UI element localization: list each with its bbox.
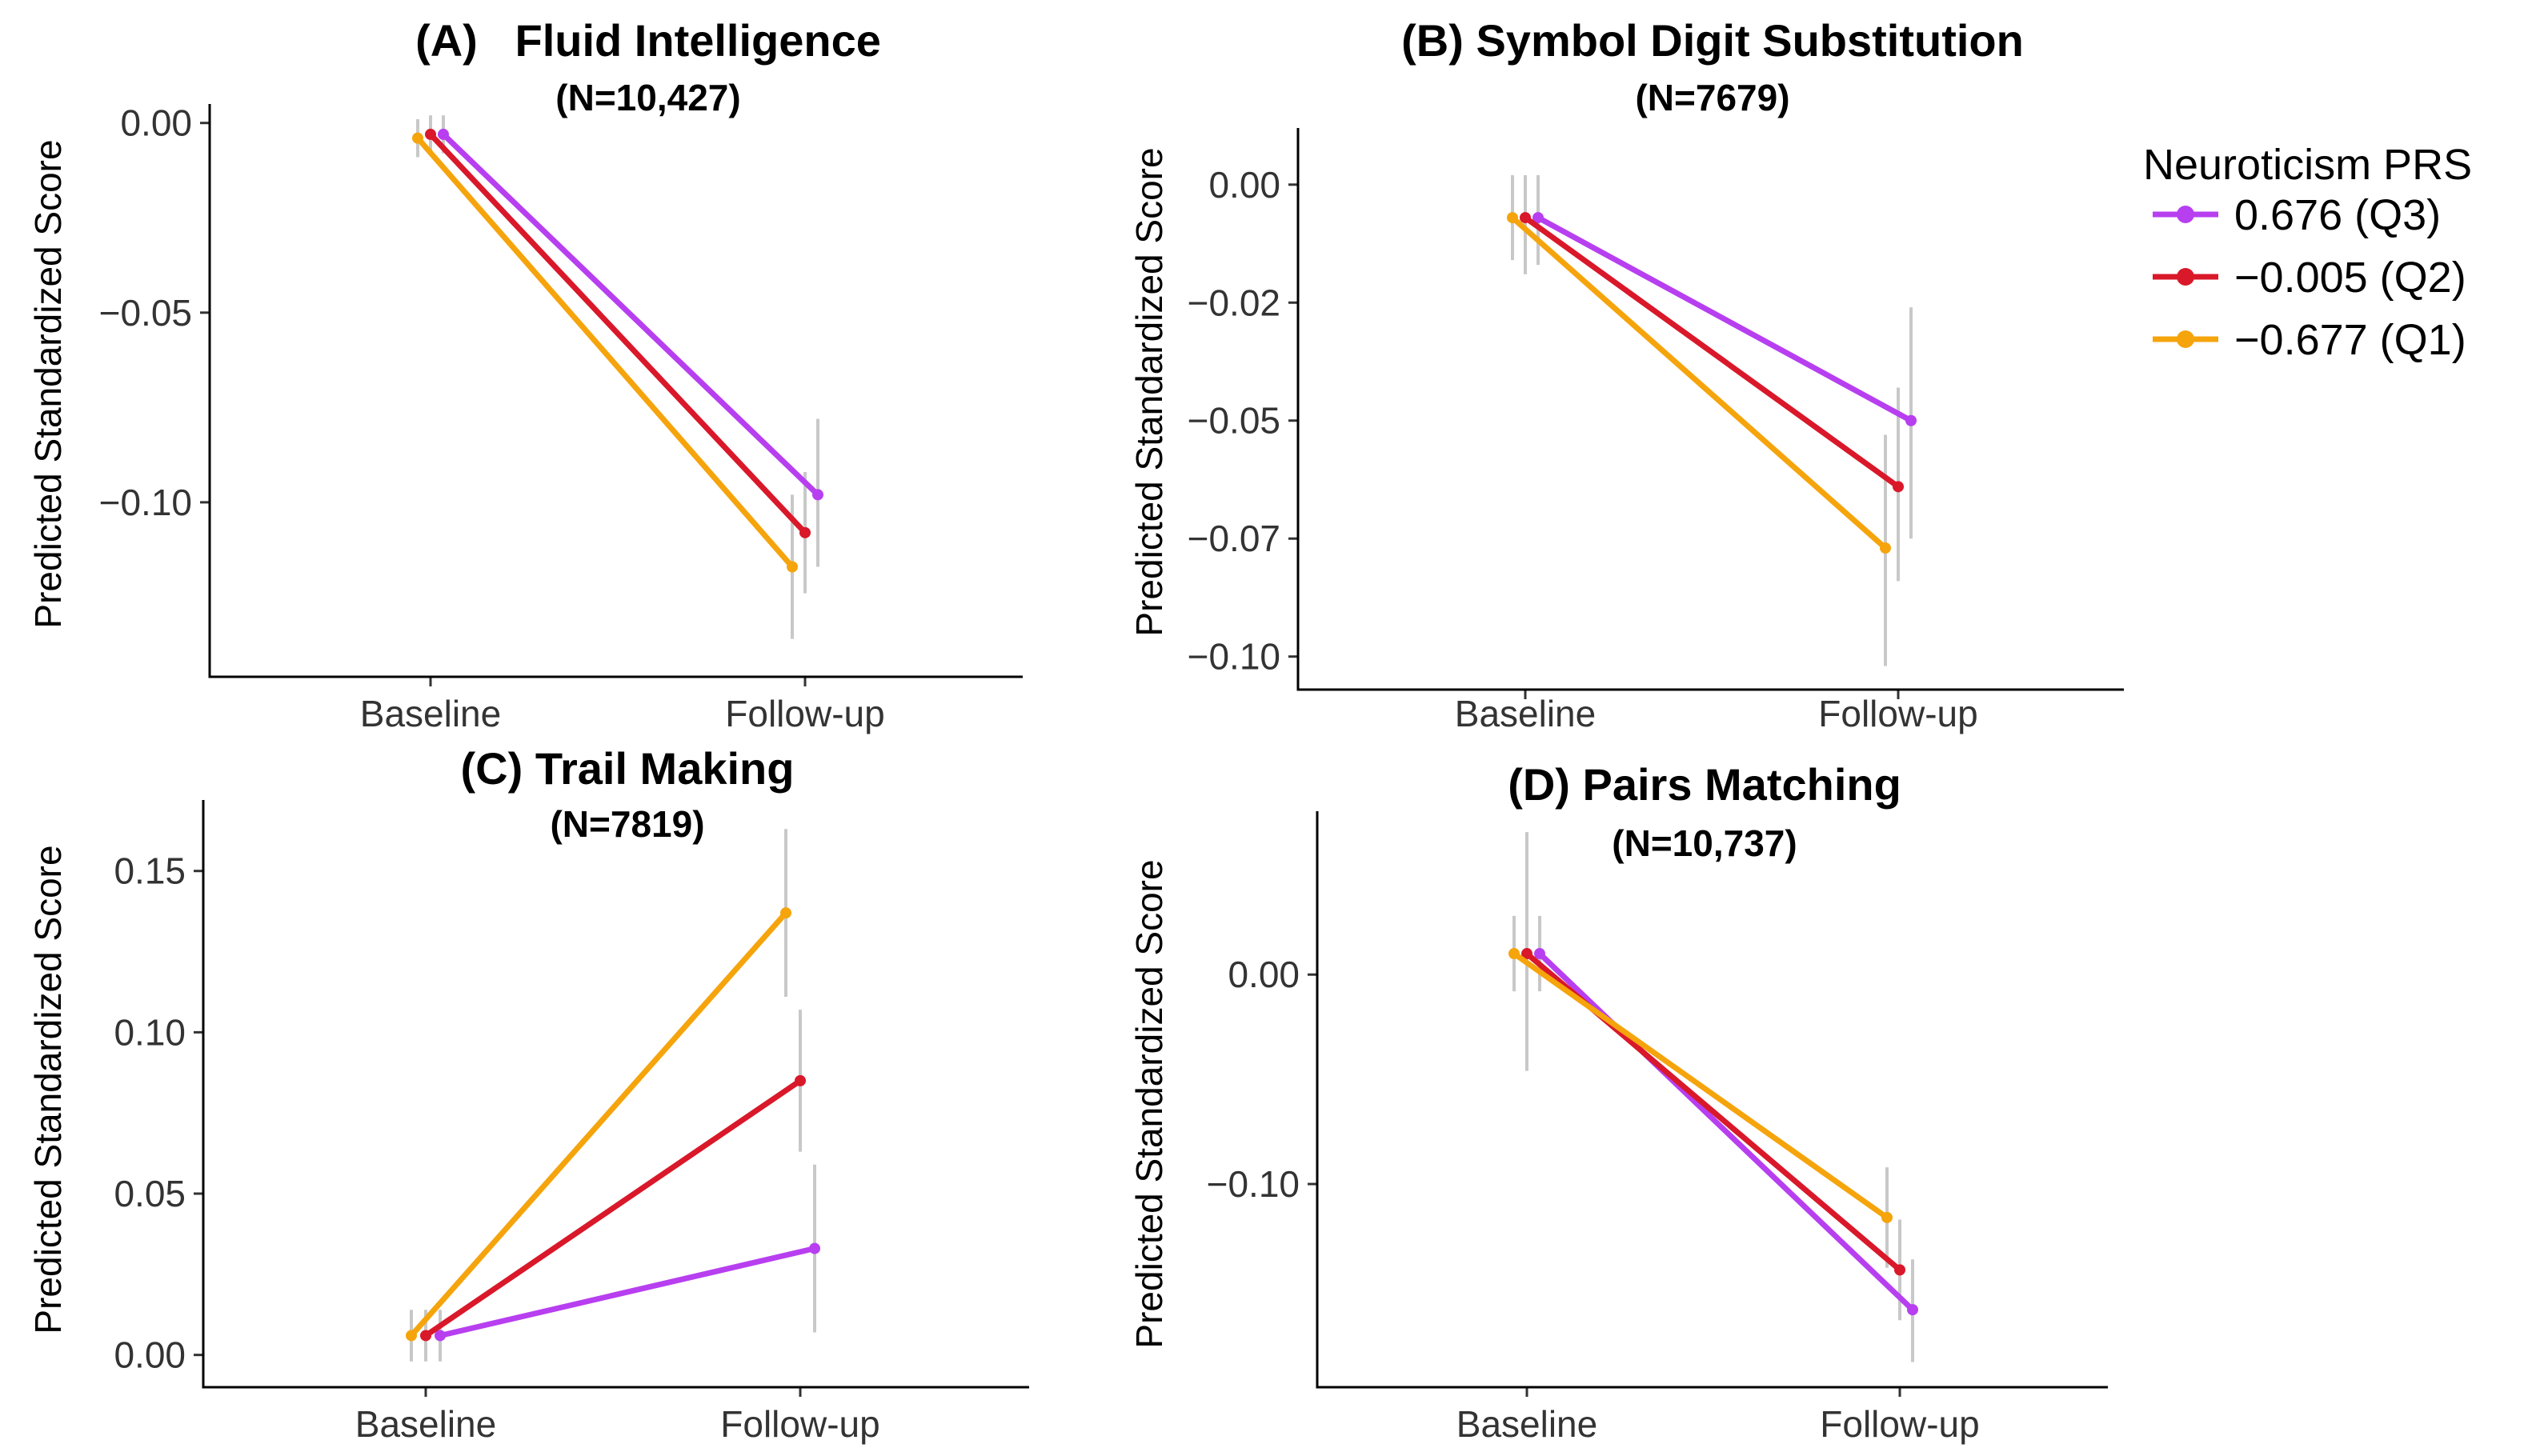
panel-pairs-matching: (D) Pairs Matching (N=10,737) Predicted … [1128, 759, 2108, 1445]
axes [202, 800, 1029, 1389]
y-tick-label: −0.02 [1188, 282, 1280, 323]
series-line [427, 131, 808, 536]
data-point [406, 1330, 417, 1342]
panel-symbol-digit-substitution: (B) Symbol Digit Substitution (N=7679) P… [1128, 15, 2124, 734]
data-point [787, 561, 798, 573]
data-point [425, 128, 436, 140]
panel-trail-making: (C) Trail Making (N=7819) Predicted Stan… [27, 743, 1029, 1445]
legend-title: Neuroticism PRS [2143, 141, 2472, 189]
data-point [1907, 1304, 1918, 1316]
y-tick-label: −0.10 [1188, 636, 1280, 678]
x-tick-label: Follow-up [1818, 693, 1977, 734]
panel-title: (B) Symbol Digit Substitution [1401, 15, 2024, 66]
data-point [435, 1330, 446, 1342]
series-marks [406, 829, 820, 1362]
panel-subtitle: (N=10,737) [1612, 822, 1797, 864]
series-line [1535, 214, 1914, 424]
y-axis-label: Predicted Standardized Score [1128, 147, 1170, 636]
data-point [412, 132, 423, 144]
data-point [1521, 948, 1532, 960]
panel-subtitle: (N=10,427) [555, 77, 740, 118]
legend-label: −0.677 (Q1) [2234, 316, 2466, 364]
x-ticks: Baseline Follow-up [355, 1387, 880, 1445]
x-tick-label: Follow-up [720, 1403, 879, 1445]
data-point [1508, 948, 1520, 960]
data-point [1880, 542, 1891, 554]
data-point [438, 128, 449, 140]
x-ticks: Baseline Follow-up [360, 677, 885, 734]
series-line [423, 1078, 803, 1338]
data-point [1881, 1211, 1893, 1223]
series-line [1511, 950, 1890, 1221]
series-line [437, 1246, 818, 1338]
y-tick-label: −0.07 [1188, 518, 1280, 559]
y-ticks: 0.00 −0.02 −0.05 −0.07 −0.10 [1188, 164, 1298, 678]
data-point [1905, 414, 1917, 426]
y-tick-label: 0.10 [114, 1011, 186, 1053]
x-tick-label: Baseline [360, 693, 501, 734]
legend-swatch-point [2177, 330, 2194, 348]
panel-fluid-intelligence: (A) Fluid Intelligence (N=10,427) Predic… [27, 15, 1023, 734]
data-point [1532, 212, 1544, 224]
series-marks [1508, 832, 1918, 1362]
data-point [799, 526, 811, 538]
legend-label: −0.005 (Q2) [2234, 254, 2466, 302]
data-point [1534, 948, 1545, 960]
y-tick-label: 0.00 [114, 1334, 186, 1376]
axes [1316, 811, 2108, 1389]
y-axis-label: Predicted Standardized Score [27, 139, 69, 628]
x-tick-label: Baseline [1456, 1403, 1597, 1445]
data-point [795, 1074, 806, 1086]
legend-swatch-point [2177, 206, 2194, 223]
legend-entries: 0.676 (Q3) −0.005 (Q2) −0.677 (Q1) [2153, 191, 2466, 364]
x-tick-label: Follow-up [1820, 1403, 1979, 1445]
y-tick-label: −0.10 [1207, 1163, 1300, 1205]
panel-title: (A) Fluid Intelligence [415, 15, 881, 66]
series-line [415, 135, 795, 570]
y-tick-label: 0.00 [1228, 954, 1300, 995]
series-line [440, 131, 821, 498]
x-tick-label: Baseline [355, 1403, 496, 1445]
y-tick-label: 0.15 [114, 850, 186, 892]
axes [208, 104, 1023, 678]
data-point [1520, 212, 1531, 224]
y-ticks: 0.00 −0.10 [1207, 954, 1317, 1205]
panel-subtitle: (N=7679) [1635, 77, 1789, 118]
y-axis-label: Predicted Standardized Score [27, 845, 69, 1334]
series-marks [412, 115, 823, 639]
panel-subtitle: (N=7819) [550, 803, 704, 845]
data-point [780, 907, 791, 919]
y-tick-label: 0.00 [120, 102, 192, 144]
y-tick-label: 0.05 [114, 1173, 186, 1214]
legend-swatch-point [2177, 268, 2194, 286]
panel-title: (D) Pairs Matching [1508, 759, 1901, 810]
legend-label: 0.676 (Q3) [2234, 191, 2441, 239]
series-marks [1507, 174, 1917, 666]
y-ticks: 0.00 0.05 0.10 0.15 [114, 850, 203, 1376]
series-line [1522, 214, 1901, 490]
y-tick-label: −0.10 [99, 482, 192, 523]
data-point [1507, 212, 1518, 224]
legend: Neuroticism PRS 0.676 (Q3) −0.005 (Q2) −0.… [2143, 141, 2472, 364]
data-point [809, 1242, 820, 1254]
x-tick-label: Baseline [1455, 693, 1596, 734]
y-ticks: 0.00 −0.05 −0.10 [99, 102, 210, 523]
series-line [1536, 950, 1916, 1313]
data-point [1893, 481, 1904, 493]
y-tick-label: −0.05 [99, 292, 192, 334]
x-ticks: Baseline Follow-up [1456, 1387, 1980, 1445]
data-point [1894, 1264, 1905, 1276]
series-line [408, 910, 789, 1338]
axes [1296, 128, 2124, 691]
y-tick-label: −0.05 [1188, 400, 1280, 442]
panel-title: (C) Trail Making [461, 743, 795, 794]
x-ticks: Baseline Follow-up [1455, 690, 1978, 734]
y-tick-label: 0.00 [1208, 164, 1280, 206]
x-tick-label: Follow-up [725, 693, 884, 734]
series-line [1509, 214, 1889, 551]
data-point [812, 489, 823, 501]
y-axis-label: Predicted Standardized Score [1128, 859, 1170, 1348]
data-point [420, 1330, 431, 1342]
